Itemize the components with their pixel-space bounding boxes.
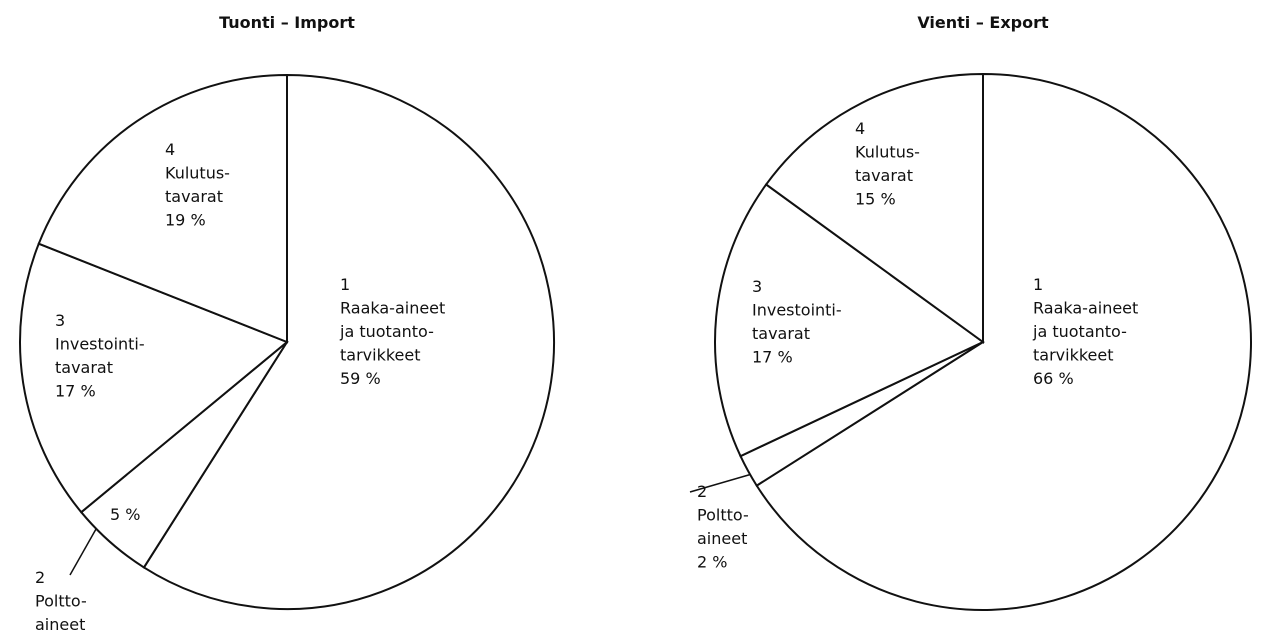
leader-line <box>69 521 101 576</box>
value-label: 59 % <box>340 369 381 388</box>
slice-number: 1 <box>340 275 350 294</box>
value-label: 2 % <box>697 553 727 572</box>
value-label: 17 % <box>55 382 96 401</box>
pie-slice <box>19 242 289 514</box>
pie-slice <box>755 72 1252 611</box>
slice-label: aineet <box>35 615 85 634</box>
slice-label: ja tuotanto- <box>339 322 434 341</box>
slice-label: Investointi- <box>55 335 145 354</box>
slice-label: tarvikkeet <box>1033 346 1114 365</box>
pie-slice <box>764 72 984 344</box>
slice-label: Investointi- <box>752 301 842 320</box>
value-label: 66 % <box>1033 369 1074 388</box>
value-label: 5 % <box>110 505 140 524</box>
chart-title: Tuonti – Import <box>219 13 355 32</box>
slice-label: tavarat <box>752 324 810 343</box>
slice-label: Kulutus- <box>165 164 230 183</box>
slice-number: 2 <box>697 482 707 501</box>
pie-slice <box>37 73 288 344</box>
chart-title: Vienti – Export <box>917 13 1049 32</box>
slice-number: 2 <box>35 568 45 587</box>
slice-label: tavarat <box>55 358 113 377</box>
pie-slice <box>142 73 555 610</box>
slice-label: aineet <box>697 529 747 548</box>
slice-number: 3 <box>752 277 762 296</box>
slice-label: ja tuotanto- <box>1032 322 1127 341</box>
slice-label: tarvikkeet <box>340 346 421 365</box>
value-label: 19 % <box>165 211 206 230</box>
slice-number: 4 <box>855 119 865 138</box>
slice-number: 4 <box>165 140 175 159</box>
slice-label: tavarat <box>855 166 913 185</box>
slice-label: Poltto- <box>35 592 87 611</box>
slice-label: Raaka-aineet <box>1033 299 1138 318</box>
slice-label: Poltto- <box>697 506 749 525</box>
slice-label: Kulutus- <box>855 143 920 162</box>
value-label: 15 % <box>855 190 896 209</box>
slice-number: 1 <box>1033 275 1043 294</box>
value-label: 17 % <box>752 348 793 367</box>
slice-label: tavarat <box>165 187 223 206</box>
slice-number: 3 <box>55 311 65 330</box>
leader-line <box>689 473 753 493</box>
pie-slice <box>714 183 985 458</box>
slice-label: Raaka-aineet <box>340 299 445 318</box>
